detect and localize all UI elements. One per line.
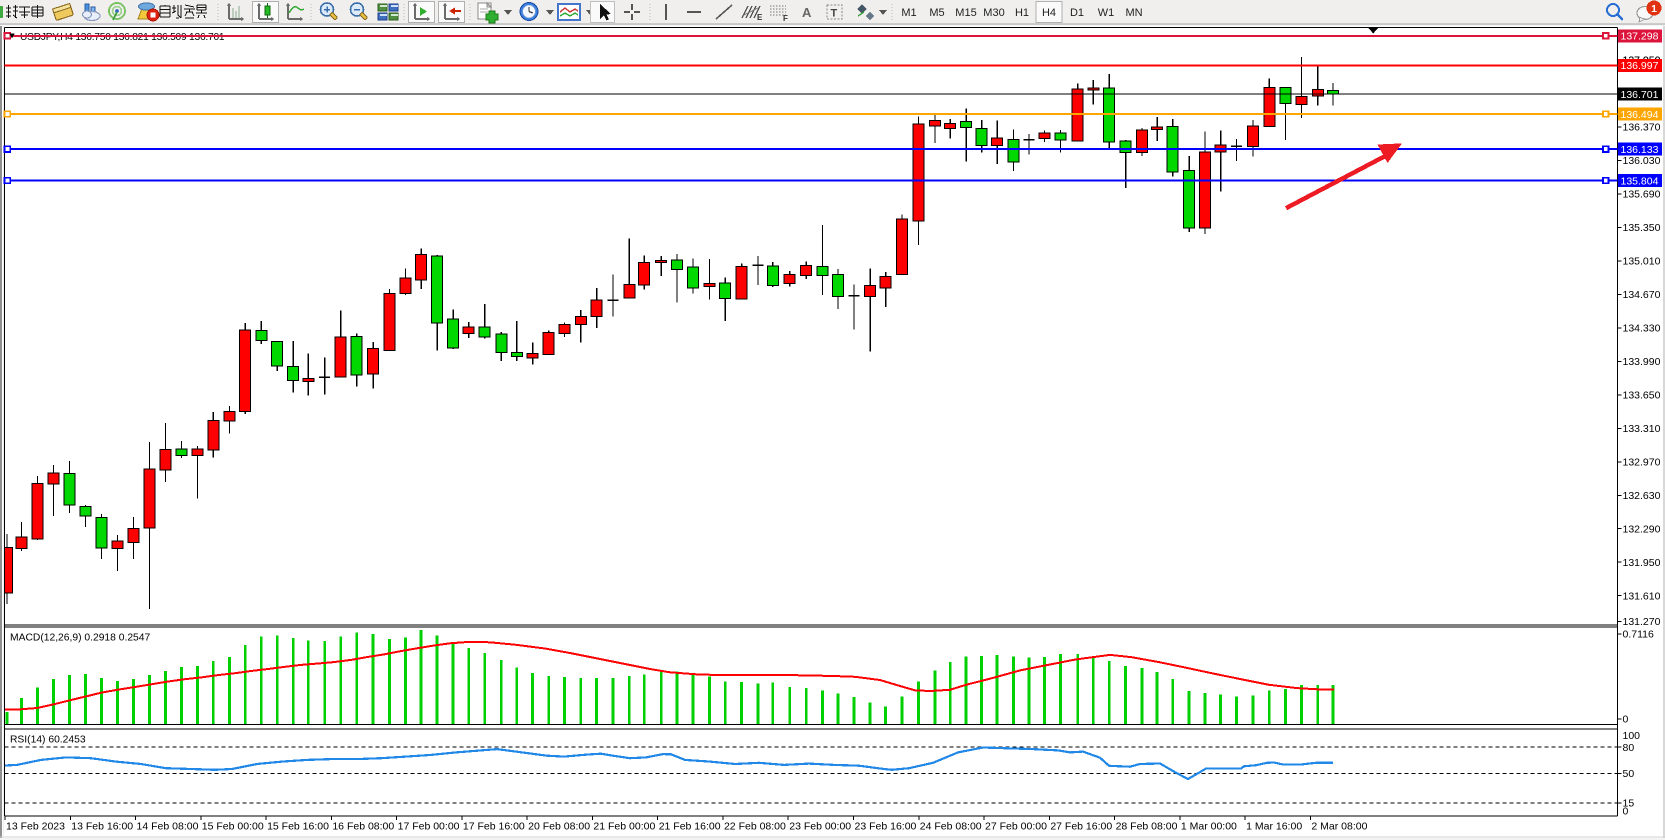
svg-text:136.997: 136.997	[1621, 60, 1659, 72]
svg-text:M5: M5	[929, 7, 944, 19]
svg-text:14 Feb 08:00: 14 Feb 08:00	[137, 821, 199, 833]
svg-text:0: 0	[1623, 714, 1629, 726]
svg-text:24 Feb 08:00: 24 Feb 08:00	[920, 821, 982, 833]
svg-text:17 Feb 00:00: 17 Feb 00:00	[398, 821, 460, 833]
svg-text:136.494: 136.494	[1621, 109, 1659, 121]
svg-text:0.7116: 0.7116	[1623, 629, 1654, 641]
svg-text:W1: W1	[1098, 7, 1115, 19]
svg-text:131.950: 131.950	[1623, 557, 1661, 569]
svg-text:133.650: 133.650	[1623, 389, 1661, 401]
svg-text:15 Feb 00:00: 15 Feb 00:00	[202, 821, 264, 833]
svg-text:20 Feb 08:00: 20 Feb 08:00	[528, 821, 590, 833]
svg-text:133.990: 133.990	[1623, 356, 1661, 368]
svg-text:H4: H4	[1042, 7, 1056, 19]
svg-text:136.030: 136.030	[1623, 155, 1661, 167]
svg-text:132.630: 132.630	[1623, 490, 1661, 502]
svg-text:1 Mar 00:00: 1 Mar 00:00	[1181, 821, 1237, 833]
svg-text:50: 50	[1623, 768, 1635, 780]
svg-text:1: 1	[1651, 3, 1657, 15]
svg-text:USDJPY,H4 136.750 136.821 136: USDJPY,H4 136.750 136.821 136.509 136.70…	[20, 32, 225, 43]
svg-text:MACD(12,26,9) 0.2918 0.2547: MACD(12,26,9) 0.2918 0.2547	[10, 633, 151, 644]
svg-text:1 Mar 16:00: 1 Mar 16:00	[1246, 821, 1302, 833]
svg-text:13 Feb 2023: 13 Feb 2023	[6, 821, 65, 833]
svg-text:134.330: 134.330	[1623, 322, 1661, 334]
svg-text:0: 0	[1623, 806, 1629, 818]
svg-text:M30: M30	[983, 7, 1004, 19]
svg-text:80: 80	[1623, 742, 1635, 754]
svg-text:100: 100	[1623, 730, 1641, 742]
svg-text:137.298: 137.298	[1621, 31, 1659, 43]
svg-text:136.701: 136.701	[1621, 89, 1659, 101]
svg-text:F: F	[783, 14, 788, 23]
svg-text:16 Feb 08:00: 16 Feb 08:00	[332, 821, 394, 833]
svg-text:17 Feb 16:00: 17 Feb 16:00	[463, 821, 525, 833]
svg-text:MN: MN	[1125, 7, 1142, 19]
svg-text:T: T	[831, 8, 838, 20]
svg-text:H1: H1	[1015, 7, 1029, 19]
svg-text:22 Feb 08:00: 22 Feb 08:00	[724, 821, 786, 833]
svg-text:132.290: 132.290	[1623, 523, 1661, 535]
svg-text:M1: M1	[901, 7, 916, 19]
svg-text:135.350: 135.350	[1623, 222, 1661, 234]
svg-text:136.370: 136.370	[1623, 122, 1661, 134]
svg-text:RSI(14) 60.2453: RSI(14) 60.2453	[10, 735, 86, 746]
svg-text:2 Mar 08:00: 2 Mar 08:00	[1311, 821, 1367, 833]
svg-text:136.133: 136.133	[1621, 144, 1659, 156]
svg-text:133.310: 133.310	[1623, 423, 1661, 435]
svg-text:135.010: 135.010	[1623, 256, 1661, 268]
svg-text:135.804: 135.804	[1621, 175, 1659, 187]
svg-text:A: A	[802, 5, 812, 20]
svg-text:131.270: 131.270	[1623, 616, 1661, 628]
svg-text:23 Feb 16:00: 23 Feb 16:00	[855, 821, 917, 833]
svg-text:13 Feb 16:00: 13 Feb 16:00	[71, 821, 133, 833]
svg-text:D1: D1	[1070, 7, 1084, 19]
svg-text:15 Feb 16:00: 15 Feb 16:00	[267, 821, 329, 833]
svg-text:E: E	[757, 13, 763, 22]
svg-text:28 Feb 08:00: 28 Feb 08:00	[1116, 821, 1178, 833]
svg-text:15: 15	[1623, 798, 1635, 810]
svg-text:27 Feb 16:00: 27 Feb 16:00	[1050, 821, 1112, 833]
svg-text:134.670: 134.670	[1623, 289, 1661, 301]
svg-text:131.610: 131.610	[1623, 590, 1661, 602]
svg-text:21 Feb 00:00: 21 Feb 00:00	[593, 821, 655, 833]
svg-text:M15: M15	[955, 7, 976, 19]
svg-text:23 Feb 00:00: 23 Feb 00:00	[789, 821, 851, 833]
svg-text:132.970: 132.970	[1623, 456, 1661, 468]
svg-text:27 Feb 00:00: 27 Feb 00:00	[985, 821, 1047, 833]
svg-text:21 Feb 16:00: 21 Feb 16:00	[659, 821, 721, 833]
svg-text:135.690: 135.690	[1623, 189, 1661, 201]
